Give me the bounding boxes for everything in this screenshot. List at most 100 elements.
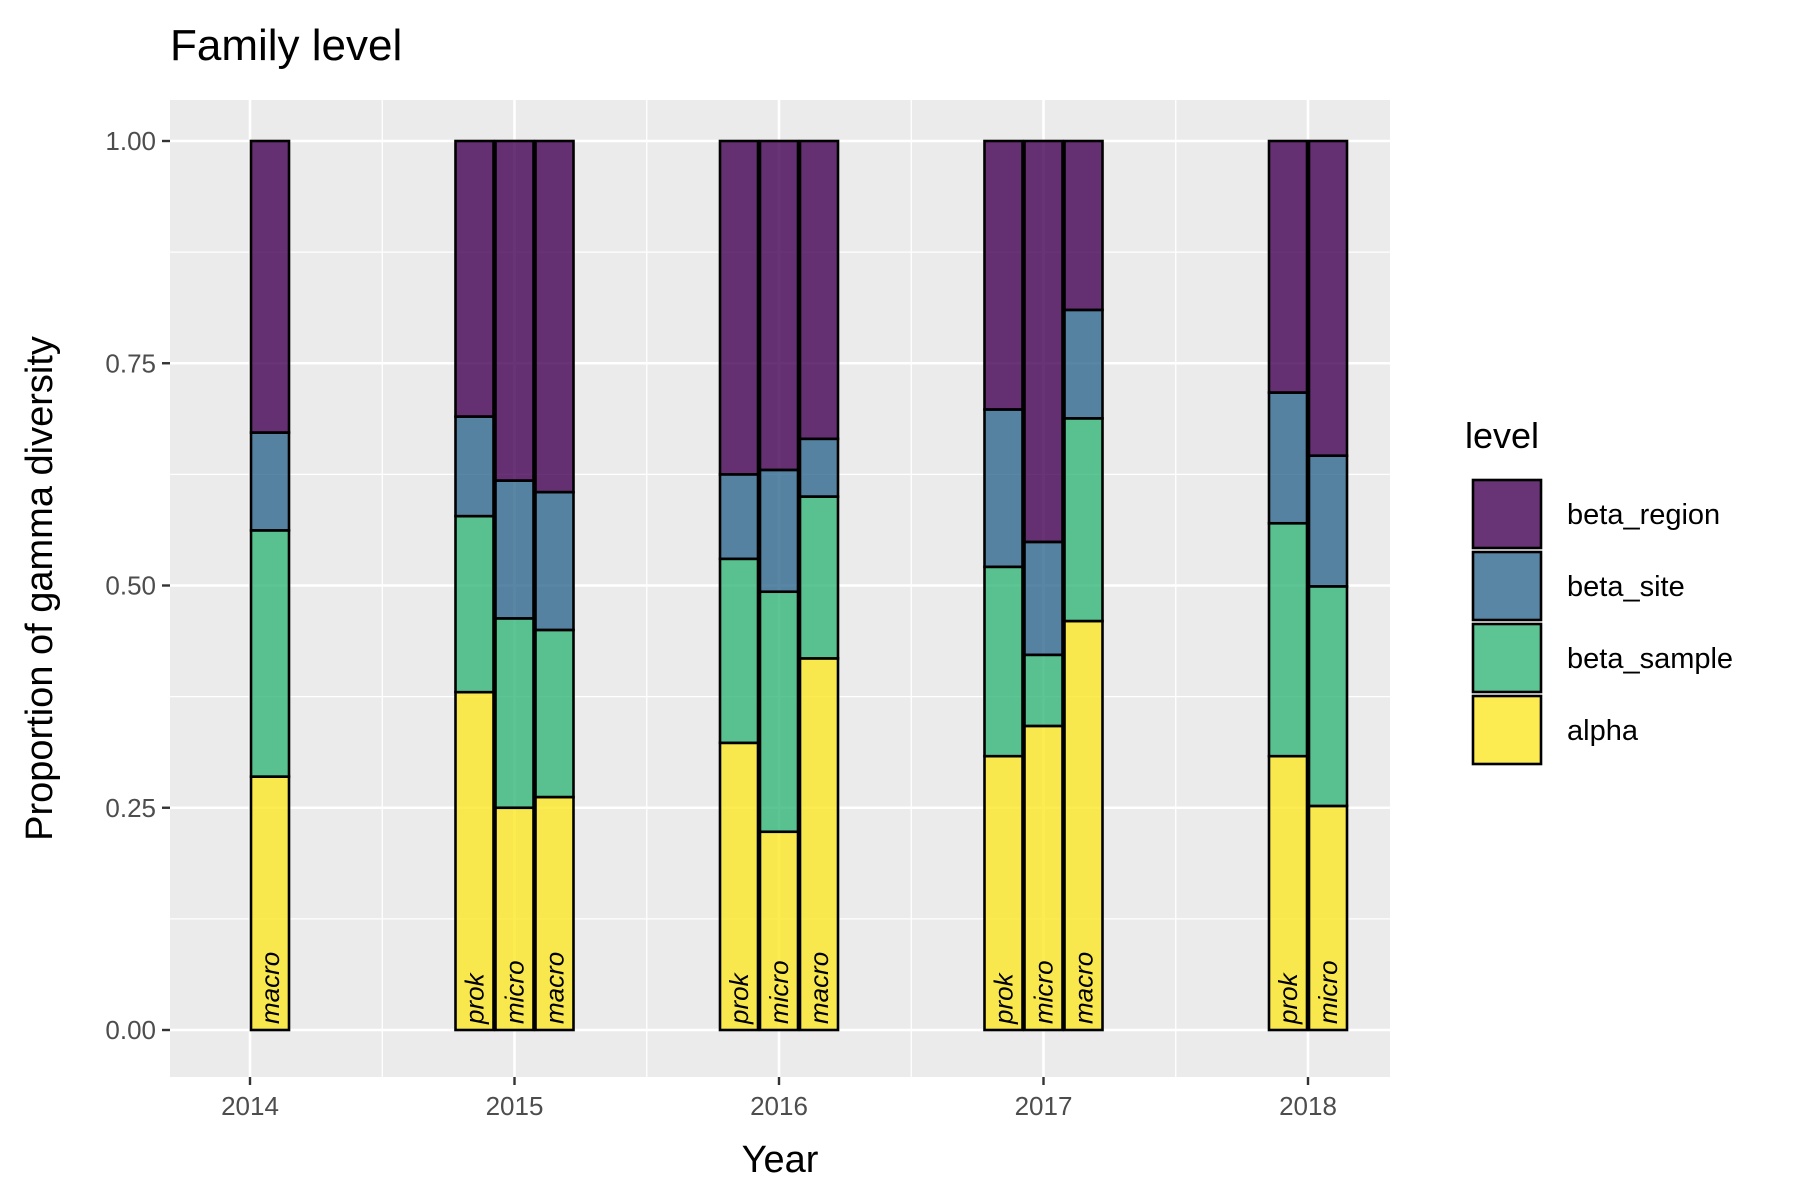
bar-segment-alpha <box>454 690 495 1032</box>
bar-group-2017: prok micro macro <box>983 139 1104 1032</box>
bar-label: prok <box>460 971 490 1025</box>
bar-segment-beta_sample <box>249 529 291 778</box>
bar-label: micro <box>1313 960 1343 1024</box>
legend: level beta_region beta_site beta_samplealp… <box>1465 415 1733 766</box>
bar-segment-beta_sample <box>1063 417 1104 623</box>
bar-segment-beta_site <box>798 437 840 498</box>
stacked-bar-micro: micro <box>1023 139 1064 1032</box>
legend-label-beta_site: beta_site <box>1567 571 1685 603</box>
bar-segment-alpha <box>798 657 840 1032</box>
bar-segment-beta_region <box>1267 139 1309 394</box>
stacked-bar-macro: macro <box>249 139 291 1032</box>
bar-segment-beta_site <box>249 431 291 532</box>
bar-label: micro <box>500 960 530 1024</box>
legend-swatch-beta_region <box>1471 478 1543 550</box>
stacked-bar-macro: macro <box>534 139 575 1032</box>
bar-segment-alpha <box>494 806 535 1032</box>
y-tick-label: 0.00 <box>105 1015 156 1045</box>
bar-segment-beta_sample <box>1023 653 1064 728</box>
legend-swatch-alpha <box>1471 694 1543 766</box>
bar-segment-beta_site <box>758 468 800 594</box>
x-axis-title: Year <box>742 1139 819 1181</box>
bar-segment-beta_region <box>983 139 1024 411</box>
y-tick-label: 1.00 <box>105 126 156 156</box>
bar-segment-alpha <box>983 754 1024 1032</box>
bar-segment-beta_site <box>1063 308 1104 420</box>
stacked-bar-macro: macro <box>798 139 840 1032</box>
stacked-bar-micro: micro <box>494 139 535 1032</box>
bar-segment-beta_region <box>718 139 760 476</box>
bar-group-2014: macro <box>249 139 291 1032</box>
bar-group-2016: prok micro macro <box>718 139 840 1032</box>
x-axis: 2014 2015 2016 2017 2018 <box>221 1077 1337 1121</box>
bar-segment-beta_sample <box>1307 585 1349 808</box>
y-tick-label: 0.75 <box>105 348 156 378</box>
stacked-bar-macro: macro <box>1063 139 1104 1032</box>
bar-label: prok <box>724 971 754 1025</box>
bar-label: macro <box>540 952 570 1024</box>
bar-segment-beta_sample <box>718 557 760 745</box>
bar-label: micro <box>1029 960 1059 1024</box>
bar-segment-beta_site <box>983 408 1024 569</box>
stacked-bar-prok: prok <box>454 139 495 1032</box>
bar-label: prok <box>989 971 1019 1025</box>
bar-group-2018: prok micro <box>1267 139 1349 1032</box>
legend-swatch-beta_site <box>1471 550 1543 622</box>
x-tick-label: 2014 <box>221 1091 279 1121</box>
bar-segment-beta_region <box>454 139 495 418</box>
stacked-bar-prok: prok <box>718 139 760 1032</box>
stacked-bar-prok: prok <box>983 139 1024 1032</box>
chart-title: Family level <box>170 21 402 70</box>
bar-label: micro <box>764 960 794 1024</box>
stacked-bar-micro: micro <box>758 139 800 1032</box>
bar-segment-beta_region <box>494 139 535 482</box>
x-tick-label: 2016 <box>750 1091 808 1121</box>
bar-segment-beta_sample <box>494 617 535 810</box>
stacked-bar-micro: micro <box>1307 139 1349 1032</box>
y-tick-label: 0.50 <box>105 571 156 601</box>
bar-label: macro <box>1069 952 1099 1024</box>
x-tick-label: 2018 <box>1279 1091 1337 1121</box>
legend-title: level <box>1465 415 1539 456</box>
bar-segment-alpha <box>1063 619 1104 1032</box>
y-axis-title: Proportion of gamma diversity <box>19 336 61 841</box>
bar-segment-alpha <box>1267 754 1309 1032</box>
x-tick-label: 2017 <box>1015 1091 1073 1121</box>
bar-segment-alpha <box>1307 804 1349 1032</box>
bar-segment-beta_site <box>454 415 495 518</box>
bar-segment-beta_site <box>718 473 760 561</box>
bar-segment-beta_region <box>1023 139 1064 544</box>
y-axis: 0.00 0.25 0.50 0.75 1.00 <box>105 126 170 1045</box>
bar-segment-beta_sample <box>454 514 495 694</box>
bar-segment-beta_region <box>249 139 291 434</box>
bar-segment-beta_sample <box>798 495 840 660</box>
x-tick-label: 2015 <box>486 1091 544 1121</box>
bar-segment-beta_site <box>1307 454 1349 588</box>
legend-label-beta_region: beta_region <box>1567 499 1720 531</box>
bar-label: macro <box>255 952 285 1024</box>
bar-segment-beta_region <box>1307 139 1349 458</box>
bar-group-2015: prok micro macro <box>454 139 575 1032</box>
bar-segment-beta_sample <box>534 628 575 799</box>
y-tick-label: 0.25 <box>105 793 156 823</box>
bar-segment-beta_sample <box>983 565 1024 758</box>
bar-segment-alpha <box>249 775 291 1032</box>
legend-label-beta_sample: beta_sample <box>1567 643 1733 675</box>
bar-segment-beta_site <box>1267 391 1309 525</box>
bar-segment-beta_site <box>494 479 535 620</box>
bar-segment-beta_sample <box>758 590 800 834</box>
bar-segment-beta_region <box>534 139 575 494</box>
bar-segment-beta_site <box>534 490 575 632</box>
legend-label-alpha: alpha <box>1567 715 1639 747</box>
legend-swatch-beta_sample <box>1471 622 1543 694</box>
bar-segment-beta_region <box>1063 139 1104 312</box>
bar-segment-alpha <box>718 741 760 1032</box>
bar-label: prok <box>1273 971 1303 1025</box>
stacked-bar-prok: prok <box>1267 139 1309 1032</box>
bar-segment-beta_sample <box>1267 521 1309 758</box>
bar-segment-beta_region <box>758 139 800 472</box>
bar-segment-beta_site <box>1023 540 1064 657</box>
bar-segment-beta_region <box>798 139 840 441</box>
bar-label: macro <box>804 952 834 1024</box>
